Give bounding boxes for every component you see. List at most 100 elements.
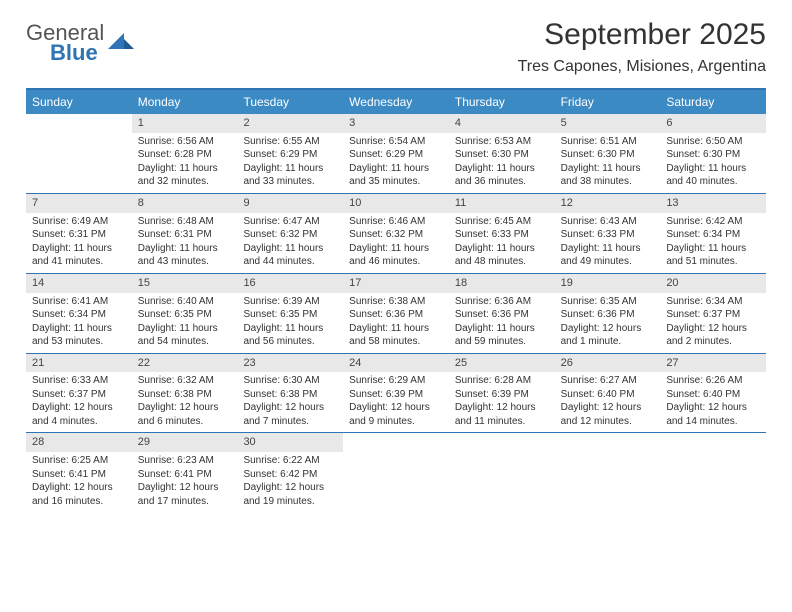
day-body: Sunrise: 6:56 AMSunset: 6:28 PMDaylight:… [132,133,238,193]
day-number [449,433,555,449]
day-header-row: Sunday Monday Tuesday Wednesday Thursday… [26,90,766,114]
daylight-text: Daylight: 12 hours [138,481,232,495]
sunrise-text: Sunrise: 6:42 AM [666,215,760,229]
sunrise-text: Sunrise: 6:39 AM [243,295,337,309]
day-number: 15 [132,274,238,293]
day-header-sat: Saturday [660,90,766,114]
daylight-text: Daylight: 11 hours [138,162,232,176]
daylight-text: Daylight: 12 hours [32,401,126,415]
day-header-tue: Tuesday [237,90,343,114]
day-body: Sunrise: 6:22 AMSunset: 6:42 PMDaylight:… [237,452,343,512]
sunset-text: Sunset: 6:36 PM [349,308,443,322]
day-number: 22 [132,354,238,373]
sunrise-text: Sunrise: 6:45 AM [455,215,549,229]
day-number: 11 [449,194,555,213]
daylight-text: and 59 minutes. [455,335,549,349]
day-cell: 16Sunrise: 6:39 AMSunset: 6:35 PMDayligh… [237,274,343,353]
daylight-text: Daylight: 11 hours [455,322,549,336]
week-row: 21Sunrise: 6:33 AMSunset: 6:37 PMDayligh… [26,353,766,433]
day-number: 14 [26,274,132,293]
day-cell: 15Sunrise: 6:40 AMSunset: 6:35 PMDayligh… [132,274,238,353]
sunrise-text: Sunrise: 6:53 AM [455,135,549,149]
day-header-wed: Wednesday [343,90,449,114]
day-body [660,449,766,455]
day-cell: 22Sunrise: 6:32 AMSunset: 6:38 PMDayligh… [132,354,238,433]
day-number: 23 [237,354,343,373]
day-number: 17 [343,274,449,293]
day-number: 16 [237,274,343,293]
sunset-text: Sunset: 6:37 PM [32,388,126,402]
day-cell [26,114,132,193]
sunrise-text: Sunrise: 6:56 AM [138,135,232,149]
sunrise-text: Sunrise: 6:47 AM [243,215,337,229]
sunset-text: Sunset: 6:39 PM [455,388,549,402]
day-cell: 19Sunrise: 6:35 AMSunset: 6:36 PMDayligh… [555,274,661,353]
daylight-text: and 40 minutes. [666,175,760,189]
week-row: 14Sunrise: 6:41 AMSunset: 6:34 PMDayligh… [26,273,766,353]
day-number: 20 [660,274,766,293]
day-number: 13 [660,194,766,213]
day-cell: 25Sunrise: 6:28 AMSunset: 6:39 PMDayligh… [449,354,555,433]
day-cell [449,433,555,512]
day-cell: 5Sunrise: 6:51 AMSunset: 6:30 PMDaylight… [555,114,661,193]
daylight-text: and 43 minutes. [138,255,232,269]
day-number: 2 [237,114,343,133]
day-number: 1 [132,114,238,133]
sunrise-text: Sunrise: 6:55 AM [243,135,337,149]
daylight-text: Daylight: 12 hours [666,322,760,336]
sunset-text: Sunset: 6:33 PM [455,228,549,242]
location-label: Tres Capones, Misiones, Argentina [518,58,766,76]
sunrise-text: Sunrise: 6:41 AM [32,295,126,309]
daylight-text: Daylight: 11 hours [349,322,443,336]
sunset-text: Sunset: 6:37 PM [666,308,760,322]
day-cell: 20Sunrise: 6:34 AMSunset: 6:37 PMDayligh… [660,274,766,353]
sunset-text: Sunset: 6:29 PM [349,148,443,162]
daylight-text: and 33 minutes. [243,175,337,189]
brand-triangle-icon [108,31,134,51]
sunrise-text: Sunrise: 6:38 AM [349,295,443,309]
day-body: Sunrise: 6:29 AMSunset: 6:39 PMDaylight:… [343,372,449,432]
day-cell: 29Sunrise: 6:23 AMSunset: 6:41 PMDayligh… [132,433,238,512]
sunrise-text: Sunrise: 6:25 AM [32,454,126,468]
sunset-text: Sunset: 6:40 PM [666,388,760,402]
day-cell: 11Sunrise: 6:45 AMSunset: 6:33 PMDayligh… [449,194,555,273]
day-number: 28 [26,433,132,452]
day-body: Sunrise: 6:23 AMSunset: 6:41 PMDaylight:… [132,452,238,512]
day-body: Sunrise: 6:30 AMSunset: 6:38 PMDaylight:… [237,372,343,432]
brand-line2: Blue [50,42,104,64]
daylight-text: Daylight: 12 hours [243,481,337,495]
day-cell: 2Sunrise: 6:55 AMSunset: 6:29 PMDaylight… [237,114,343,193]
day-number: 18 [449,274,555,293]
sunset-text: Sunset: 6:30 PM [561,148,655,162]
day-cell: 8Sunrise: 6:48 AMSunset: 6:31 PMDaylight… [132,194,238,273]
day-number: 29 [132,433,238,452]
day-number [343,433,449,449]
weeks-container: 1Sunrise: 6:56 AMSunset: 6:28 PMDaylight… [26,114,766,512]
day-cell [555,433,661,512]
calendar-page: General Blue September 2025 Tres Capones… [0,0,792,530]
day-body: Sunrise: 6:42 AMSunset: 6:34 PMDaylight:… [660,213,766,273]
daylight-text: Daylight: 11 hours [455,162,549,176]
daylight-text: Daylight: 11 hours [32,322,126,336]
day-body: Sunrise: 6:26 AMSunset: 6:40 PMDaylight:… [660,372,766,432]
day-number: 6 [660,114,766,133]
day-body: Sunrise: 6:35 AMSunset: 6:36 PMDaylight:… [555,293,661,353]
brand-logo: General Blue [26,22,134,64]
day-cell: 4Sunrise: 6:53 AMSunset: 6:30 PMDaylight… [449,114,555,193]
day-cell [660,433,766,512]
day-number: 27 [660,354,766,373]
day-cell: 28Sunrise: 6:25 AMSunset: 6:41 PMDayligh… [26,433,132,512]
day-body: Sunrise: 6:32 AMSunset: 6:38 PMDaylight:… [132,372,238,432]
sunset-text: Sunset: 6:36 PM [455,308,549,322]
calendar-grid: Sunday Monday Tuesday Wednesday Thursday… [26,88,766,512]
daylight-text: and 54 minutes. [138,335,232,349]
day-number: 30 [237,433,343,452]
day-cell: 6Sunrise: 6:50 AMSunset: 6:30 PMDaylight… [660,114,766,193]
daylight-text: Daylight: 11 hours [561,162,655,176]
sunrise-text: Sunrise: 6:48 AM [138,215,232,229]
daylight-text: and 2 minutes. [666,335,760,349]
daylight-text: Daylight: 11 hours [243,322,337,336]
sunset-text: Sunset: 6:35 PM [138,308,232,322]
day-number: 9 [237,194,343,213]
day-body: Sunrise: 6:38 AMSunset: 6:36 PMDaylight:… [343,293,449,353]
